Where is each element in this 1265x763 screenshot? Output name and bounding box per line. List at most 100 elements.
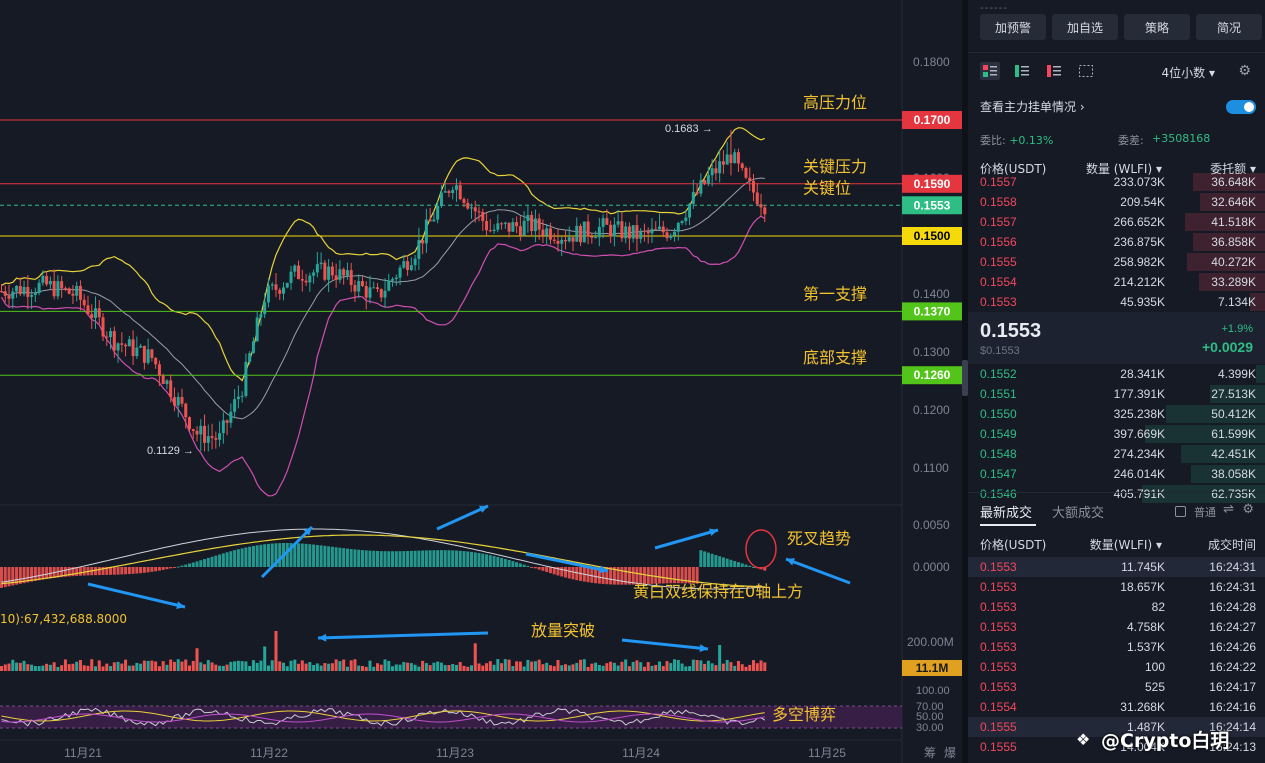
volume-bar bbox=[225, 664, 229, 671]
candle-body bbox=[451, 189, 455, 194]
bid-row[interactable]: 0.1548 274.234K 42.451K bbox=[968, 444, 1265, 464]
ask-row[interactable]: 0.1557 266.652K 41.518K bbox=[968, 212, 1265, 232]
candle-body bbox=[353, 285, 357, 292]
book-both-icon[interactable] bbox=[980, 62, 1000, 80]
macd-tick-label: 0.0000 bbox=[913, 560, 950, 574]
bid-row[interactable]: 0.1546 405.791K 62.735K bbox=[968, 484, 1265, 504]
strategy-button[interactable]: 策略 bbox=[1124, 14, 1190, 40]
tab-latest-trades[interactable]: 最新成交 bbox=[980, 502, 1037, 526]
ask-row[interactable]: 0.1556 236.875K 36.858K bbox=[968, 232, 1265, 252]
level-annotation: 底部支撑 bbox=[803, 348, 867, 367]
resize-handle[interactable] bbox=[962, 360, 968, 396]
arrow-macd-mid-head bbox=[599, 565, 608, 574]
macd-bar bbox=[605, 567, 609, 585]
price-tag-label: 0.1553 bbox=[914, 198, 951, 212]
date-tick-label: 11月24 bbox=[622, 746, 660, 760]
tab-large-trades[interactable]: 大额成交 bbox=[1052, 506, 1105, 521]
candle-body bbox=[669, 235, 673, 239]
chart-area[interactable]: 0.18000.17000.16000.15000.14000.13000.12… bbox=[0, 0, 962, 763]
level-annotation: 关键压力 bbox=[803, 157, 867, 176]
add-alert-button[interactable]: 加预警 bbox=[980, 14, 1046, 40]
trade-qty-header[interactable]: 数量(WLFI) ▾ bbox=[1089, 538, 1162, 552]
macd-bar bbox=[319, 545, 323, 567]
macd-bar bbox=[394, 551, 398, 567]
macd-bar bbox=[18, 567, 22, 584]
macd-bar bbox=[116, 567, 120, 575]
date-tick-label: 11月25 bbox=[808, 746, 846, 760]
candlestick-chart[interactable]: 0.18000.17000.16000.15000.14000.13000.12… bbox=[0, 0, 962, 763]
book-bids-icon[interactable] bbox=[1012, 62, 1032, 80]
trade-row: 0.1553 11.745K 16:24:31 bbox=[968, 557, 1265, 577]
macd-bar bbox=[624, 567, 628, 585]
volume-bar bbox=[680, 663, 684, 671]
macd-bar bbox=[496, 556, 500, 567]
bollinger-lower bbox=[0, 215, 766, 497]
macd-bar bbox=[421, 550, 425, 567]
bid-row[interactable]: 0.1552 28.341K 4.399K bbox=[968, 364, 1265, 384]
normal-checkbox[interactable] bbox=[1175, 506, 1186, 517]
candle-body bbox=[605, 218, 609, 225]
macd-bar bbox=[684, 567, 688, 584]
volume-bar bbox=[157, 666, 161, 671]
settings-icon[interactable]: ⚙ bbox=[1238, 62, 1251, 78]
order-price: 0.1552 bbox=[980, 367, 1017, 381]
arrow-volume-right bbox=[621, 638, 709, 651]
book-asks-icon[interactable] bbox=[1044, 62, 1064, 80]
bid-row[interactable]: 0.1551 177.391K 27.513K bbox=[968, 384, 1265, 404]
volume-bar bbox=[78, 660, 82, 671]
volume-bar bbox=[699, 660, 703, 671]
candle-body bbox=[579, 225, 583, 243]
last-price: 0.1553 bbox=[980, 320, 1042, 342]
trade-time: 16:24:31 bbox=[1209, 560, 1256, 574]
macd-bar bbox=[703, 551, 707, 567]
trade-row: 0.1555 14.004K 16:24:13 bbox=[968, 737, 1265, 757]
bid-row[interactable]: 0.1550 325.238K 50.412K bbox=[968, 404, 1265, 424]
ask-row[interactable]: 0.1555 258.982K 40.272K bbox=[968, 252, 1265, 272]
overview-button[interactable]: 简况 bbox=[1196, 14, 1262, 40]
volume-bar bbox=[552, 666, 556, 671]
volume-bar bbox=[127, 665, 131, 671]
depth-toggle[interactable] bbox=[1226, 100, 1256, 114]
trade-price: 0.1553 bbox=[980, 660, 1017, 674]
candle-body bbox=[406, 261, 410, 270]
qty-header[interactable]: 数量 (WLFI) ▾ bbox=[1085, 162, 1162, 176]
decimals-select[interactable]: 4位小数 ▾ bbox=[1161, 66, 1215, 80]
macd-bar bbox=[627, 567, 631, 585]
level-annotation: 高压力位 bbox=[803, 93, 867, 112]
volume-bar bbox=[203, 664, 207, 671]
bid-row[interactable]: 0.1549 397.669K 61.599K bbox=[968, 424, 1265, 444]
total-header[interactable]: 委托额 ▾ bbox=[1210, 162, 1256, 176]
bid-row[interactable]: 0.1547 246.014K 38.058K bbox=[968, 464, 1265, 484]
candle-body bbox=[729, 154, 733, 164]
trade-qty: 31.268K bbox=[1120, 700, 1165, 714]
candle-body bbox=[763, 207, 767, 215]
candle-body bbox=[458, 185, 462, 200]
volume-bar bbox=[357, 665, 361, 671]
candle-body bbox=[639, 230, 643, 239]
volume-bar bbox=[470, 665, 473, 671]
ask-row[interactable]: 0.1554 214.212K 33.289K bbox=[968, 272, 1265, 292]
settings-icon[interactable]: ⚙ bbox=[1242, 502, 1254, 517]
ask-row[interactable]: 0.1557 233.073K 36.648K bbox=[968, 172, 1265, 192]
candle-body bbox=[676, 223, 680, 232]
low-price-label: 0.1129 → bbox=[147, 445, 194, 457]
candle-body bbox=[139, 345, 143, 348]
macd-tick-label: 0.0050 bbox=[913, 518, 950, 532]
order-qty: 177.391K bbox=[1113, 387, 1165, 401]
volume-bar bbox=[195, 648, 199, 671]
add-watchlist-button[interactable]: 加自选 bbox=[1052, 14, 1118, 40]
candle-body bbox=[658, 226, 661, 230]
macd-bar bbox=[105, 567, 109, 575]
filter-icon[interactable]: ⇌ bbox=[1223, 502, 1234, 517]
candle-body bbox=[601, 218, 605, 227]
ask-row[interactable]: 0.1558 209.54K 32.646K bbox=[968, 192, 1265, 212]
ask-row[interactable]: 0.1553 45.935K 7.134K bbox=[968, 292, 1265, 312]
book-depth-icon[interactable] bbox=[1076, 62, 1096, 80]
candle-body bbox=[203, 425, 207, 443]
macd-bar bbox=[763, 567, 767, 571]
volume-bar bbox=[52, 662, 56, 671]
candle-body bbox=[105, 336, 109, 338]
macd-bar bbox=[312, 544, 316, 567]
macd-bar bbox=[560, 567, 564, 577]
candle-body bbox=[112, 331, 116, 351]
